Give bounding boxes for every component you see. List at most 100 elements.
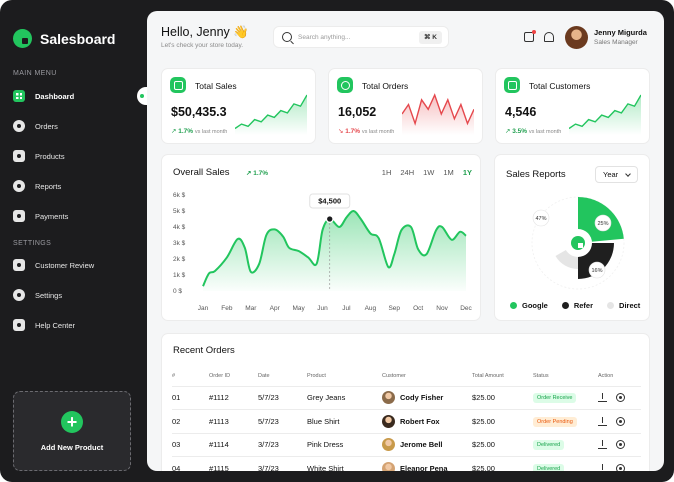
table-row[interactable]: 04 #1115 3/7/23 White Shirt Eleanor Pena $25.… bbox=[172, 456, 641, 471]
sidebar-item-products[interactable]: Products bbox=[13, 148, 65, 164]
user-role: Sales Manager bbox=[594, 39, 638, 46]
sidebar-item-label: Settings bbox=[35, 290, 63, 300]
eye-icon[interactable] bbox=[616, 440, 625, 450]
change-comparison: vs last month bbox=[528, 129, 562, 135]
cell-date: 5/7/23 bbox=[258, 409, 307, 434]
eye-icon[interactable] bbox=[616, 416, 625, 426]
messages-icon[interactable] bbox=[524, 30, 536, 42]
y-tick-label: 6k $ bbox=[173, 192, 186, 199]
user-name: Jenny Migurda bbox=[594, 28, 647, 37]
sidebar-item-payments[interactable]: Payments bbox=[13, 208, 68, 224]
eye-icon[interactable] bbox=[616, 393, 625, 403]
column-header: Customer bbox=[382, 366, 472, 387]
change-comparison: vs last month bbox=[361, 129, 395, 135]
cell-id: #1112 bbox=[209, 386, 258, 410]
total-customers-change: ↗ 3.5% vs last month bbox=[505, 127, 561, 135]
customer: Eleanor Pena bbox=[382, 461, 472, 471]
total-orders-value: 16,052 bbox=[338, 105, 377, 119]
y-tick-label: 0 $ bbox=[173, 288, 182, 295]
main-content: Hello, Jenny 👋 Let's check your store to… bbox=[147, 11, 664, 471]
brand[interactable]: Salesboard bbox=[13, 29, 115, 48]
legend-item-direct[interactable]: Direct bbox=[607, 301, 640, 310]
sidebar-item-help-center[interactable]: Help Center bbox=[13, 317, 75, 333]
slice-label-bubble bbox=[594, 214, 612, 232]
search-icon bbox=[282, 32, 292, 42]
column-header: Total Amount bbox=[472, 366, 533, 387]
customer: Jerome Bell bbox=[382, 438, 472, 452]
add-new-product-button[interactable]: + Add New Product bbox=[13, 391, 131, 471]
row-actions bbox=[598, 416, 641, 426]
range-1w[interactable]: 1W bbox=[423, 168, 435, 177]
total-orders-card: Total Orders 16,052 ↘ 1.7% vs last month bbox=[328, 68, 483, 144]
change-percent: 1.7% bbox=[178, 128, 194, 135]
dashboard-icon bbox=[13, 90, 25, 102]
sidebar-item-dashboard[interactable]: Dashboard bbox=[13, 88, 74, 104]
avatar[interactable] bbox=[565, 26, 588, 49]
cell-customer: Jerome Bell bbox=[382, 433, 472, 457]
column-header: Date bbox=[258, 366, 307, 387]
sidebar-item-customer-review[interactable]: Customer Review bbox=[13, 257, 94, 273]
table-row[interactable]: 02 #1113 5/7/23 Blue Shirt Robert Fox $25.00 O… bbox=[172, 409, 641, 434]
x-tick-label: Jan bbox=[198, 305, 209, 312]
customer-name: Jerome Bell bbox=[400, 440, 443, 450]
cell-date: 3/7/23 bbox=[258, 456, 307, 471]
cell-customer: Eleanor Pena bbox=[382, 456, 472, 471]
eye-icon[interactable] bbox=[616, 463, 625, 471]
cell-amount: $25.00 bbox=[472, 433, 533, 457]
payments-icon bbox=[13, 210, 25, 222]
sidebar-collapse-handle[interactable] bbox=[137, 87, 147, 105]
cell-customer: Cody Fisher bbox=[382, 386, 472, 410]
column-header: Order ID bbox=[209, 366, 258, 387]
total-sales-change: ↗ 1.7% vs last month bbox=[171, 127, 227, 135]
sales-area bbox=[203, 210, 466, 291]
x-tick-label: Oct bbox=[413, 305, 423, 312]
sidebar-item-reports[interactable]: Reports bbox=[13, 178, 61, 194]
year-select[interactable]: Year bbox=[595, 166, 638, 183]
slice-label-bubble bbox=[588, 261, 606, 279]
legend-item-google[interactable]: Google bbox=[510, 301, 548, 310]
table-row[interactable]: 01 #1112 5/7/23 Grey Jeans Cody Fisher $25.00… bbox=[172, 386, 641, 410]
range-1y[interactable]: 1Y bbox=[462, 168, 472, 177]
range-24h[interactable]: 24H bbox=[400, 168, 415, 177]
column-header: Status bbox=[533, 366, 598, 387]
sparkline-area bbox=[402, 95, 474, 135]
bell-icon[interactable] bbox=[544, 32, 554, 42]
range-1m[interactable]: 1M bbox=[443, 168, 454, 177]
download-icon[interactable] bbox=[598, 463, 607, 471]
total-customers-card: Total Customers 4,546 ↗ 3.5% vs last month bbox=[495, 68, 650, 144]
sidebar-item-settings[interactable]: Settings bbox=[13, 287, 62, 303]
x-tick-label: Sep bbox=[388, 305, 400, 312]
sidebar-item-orders[interactable]: Orders bbox=[13, 118, 58, 134]
sidebar-item-label: Customer Review bbox=[35, 260, 95, 270]
cell-num: 03 bbox=[172, 433, 209, 457]
sparkline-line bbox=[235, 94, 307, 130]
orders-table: # Order ID Date Product Customer Total Amount… bbox=[172, 366, 641, 471]
search-bar[interactable]: ⌘ K bbox=[273, 26, 449, 48]
y-tick-label: 2k $ bbox=[173, 256, 186, 263]
cell-num: 02 bbox=[172, 409, 209, 434]
cell-status: Delivered bbox=[533, 433, 598, 457]
highlight-point[interactable] bbox=[325, 215, 334, 223]
sales-reports-card: Sales Reports Year 47% 25% 16% Google Refer… bbox=[494, 154, 650, 321]
sales-reports-chart: 47% 25% 16% bbox=[531, 196, 625, 290]
search-input[interactable] bbox=[298, 33, 410, 41]
legend-dot-icon bbox=[607, 302, 615, 309]
cell-num: 04 bbox=[172, 456, 209, 471]
download-icon[interactable] bbox=[598, 440, 607, 450]
download-icon[interactable] bbox=[598, 416, 607, 426]
avatar bbox=[382, 461, 395, 471]
cell-status: Delivered bbox=[533, 456, 598, 471]
sidebar-item-label: Orders bbox=[35, 121, 58, 131]
sparkline-area bbox=[235, 95, 307, 135]
download-icon[interactable] bbox=[598, 393, 607, 403]
cell-amount: $25.00 bbox=[472, 456, 533, 471]
total-orders-change: ↘ 1.7% vs last month bbox=[338, 127, 394, 135]
brand-name: Salesboard bbox=[40, 30, 116, 47]
cell-product: Grey Jeans bbox=[307, 386, 382, 410]
total-sales-value: $50,435.3 bbox=[171, 105, 227, 119]
cell-action bbox=[598, 456, 641, 471]
table-row[interactable]: 03 #1114 3/7/23 Pink Dress Jerome Bell $25.00… bbox=[172, 433, 641, 457]
sales-reports-legend: Google Refer Direct bbox=[510, 301, 640, 310]
range-1h[interactable]: 1H bbox=[381, 168, 392, 177]
legend-item-refer[interactable]: Refer bbox=[561, 301, 593, 310]
